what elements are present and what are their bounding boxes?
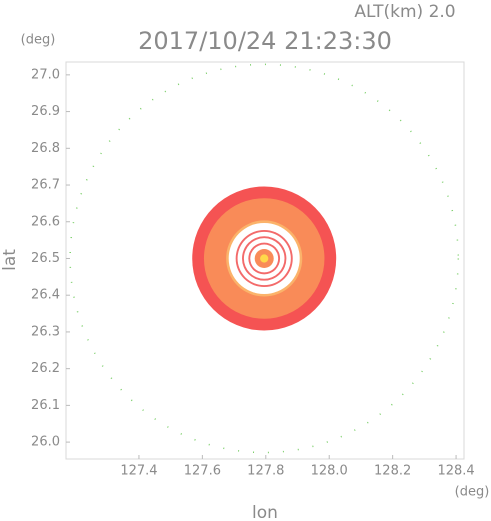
- x-tick-label: 127.8: [247, 464, 284, 479]
- x-tick-label: 127.4: [120, 464, 157, 479]
- y-tick-label: 26.8: [31, 141, 60, 156]
- chart-subtitle: ALT(km) 2.0: [354, 2, 455, 22]
- y-axis-label: lat: [0, 249, 20, 271]
- y-tick-label: 27.0: [31, 67, 60, 82]
- plot-frame: [65, 61, 465, 460]
- x-tick-label: 128.0: [311, 464, 348, 479]
- x-tick-label: 128.2: [374, 464, 411, 479]
- y-unit: (deg): [21, 33, 56, 48]
- x-unit: (deg): [455, 485, 490, 500]
- y-tick-label: 26.0: [31, 435, 60, 450]
- chart-title: 2017/10/24 21:23:30: [138, 27, 392, 55]
- x-tick-label: 127.6: [184, 464, 221, 479]
- y-tick-label: 26.3: [31, 324, 60, 339]
- y-tick-label: 26.9: [31, 104, 60, 119]
- range-ring: [69, 63, 460, 454]
- x-tick-label: 128.4: [437, 464, 474, 479]
- echo-ring: [260, 254, 269, 263]
- x-axis-label: lon: [252, 503, 278, 521]
- y-tick-label: 26.2: [31, 361, 60, 376]
- y-tick-label: 26.5: [31, 251, 60, 266]
- y-tick-label: 26.1: [31, 398, 60, 413]
- y-tick-label: 26.4: [31, 288, 60, 303]
- y-tick-label: 26.6: [31, 214, 60, 229]
- y-tick-label: 26.7: [31, 178, 60, 193]
